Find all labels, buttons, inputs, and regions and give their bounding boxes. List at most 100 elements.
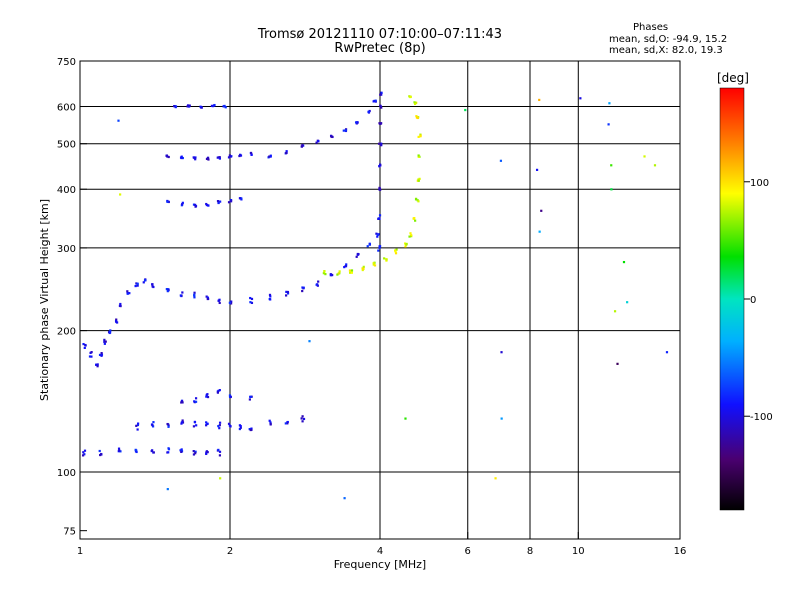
x-axis: 1 2 4 6 8 10 16	[77, 532, 686, 557]
echo-point	[404, 245, 407, 248]
echo-point	[372, 100, 375, 103]
echo-point	[269, 422, 272, 425]
echo-point	[249, 301, 252, 304]
echo-point	[194, 397, 198, 400]
echo-point	[338, 270, 341, 273]
echo-point	[385, 258, 388, 261]
echo-point	[249, 296, 252, 300]
echo-point	[228, 154, 231, 157]
y-tick-label: 300	[57, 244, 76, 255]
echo-point	[181, 156, 184, 160]
echo-point	[344, 265, 348, 268]
echo-point	[227, 422, 231, 425]
echo-point	[227, 156, 231, 159]
echo-point	[193, 400, 196, 403]
echo-point	[250, 301, 254, 305]
echo-point	[119, 304, 122, 307]
echo-point	[343, 266, 346, 269]
echo-point	[207, 204, 210, 207]
echo-point	[301, 143, 304, 147]
echo-point	[219, 477, 222, 480]
echo-point	[180, 421, 184, 424]
echo-point	[343, 497, 346, 500]
echo-point	[500, 417, 503, 420]
echo-point	[82, 342, 85, 346]
echo-point	[373, 264, 377, 267]
echo-point	[418, 177, 421, 180]
echo-point	[216, 200, 220, 203]
echo-point	[409, 95, 412, 98]
echo-point	[286, 422, 289, 425]
echo-point	[380, 91, 383, 94]
echo-point	[414, 198, 418, 201]
echo-point	[150, 449, 153, 453]
echo-point	[166, 488, 169, 491]
echo-point	[417, 135, 420, 139]
echo-point	[535, 168, 539, 171]
echo-point	[98, 449, 101, 453]
echo-points	[81, 91, 669, 500]
echo-point	[285, 151, 288, 155]
echo-point	[342, 129, 345, 132]
echo-point	[100, 354, 103, 357]
echo-point	[205, 451, 208, 454]
echo-point	[238, 154, 241, 158]
echo-point	[206, 422, 209, 425]
echo-point	[377, 142, 381, 145]
echo-point	[285, 294, 288, 297]
echo-point	[95, 363, 98, 366]
echo-point	[284, 422, 287, 425]
echo-point	[192, 425, 196, 428]
echo-point	[608, 102, 611, 105]
echo-point	[217, 425, 220, 428]
echo-point	[323, 270, 326, 273]
y-tick-label: 750	[57, 57, 76, 68]
echo-point	[207, 158, 210, 161]
echo-point	[613, 310, 617, 313]
echo-point	[118, 449, 121, 452]
echo-point	[194, 400, 198, 403]
echo-point	[417, 179, 420, 182]
echo-point	[83, 453, 86, 456]
echo-point	[228, 394, 232, 397]
echo-point	[464, 108, 467, 112]
echo-point	[315, 283, 318, 286]
x-tick-label: 6	[465, 546, 471, 557]
echo-point	[395, 248, 398, 251]
echo-point	[83, 346, 86, 350]
echo-point	[376, 235, 379, 238]
echo-point	[119, 302, 122, 306]
echo-point	[250, 427, 253, 430]
echo-point	[229, 200, 233, 203]
echo-point	[317, 280, 320, 283]
echo-point	[249, 395, 252, 398]
echo-point	[167, 155, 170, 159]
echo-point	[128, 292, 131, 295]
echo-point	[109, 331, 112, 334]
phase-colorbar	[719, 87, 745, 511]
echo-point	[375, 232, 378, 235]
echo-point	[98, 353, 102, 357]
echo-point	[302, 286, 305, 289]
echo-point	[134, 284, 137, 288]
echo-point	[218, 427, 221, 430]
echo-point	[82, 451, 85, 454]
echo-point	[165, 287, 168, 291]
echo-point	[229, 155, 232, 158]
colorbar-tick-label: -100	[750, 412, 773, 423]
echo-point	[350, 269, 354, 272]
echo-point	[199, 105, 202, 108]
echo-point	[115, 321, 119, 324]
echo-point	[331, 273, 334, 277]
echo-point	[195, 424, 198, 427]
chart-title: Tromsø 20121110 07:10:00–07:11:43	[257, 27, 503, 42]
echo-point	[385, 259, 388, 262]
echo-point	[383, 257, 386, 260]
echo-point	[165, 154, 168, 157]
echo-point	[362, 267, 365, 271]
echo-point	[217, 448, 220, 452]
echo-point	[99, 453, 102, 457]
echo-point	[151, 424, 154, 427]
echo-point	[579, 97, 582, 100]
echo-point	[136, 284, 139, 287]
